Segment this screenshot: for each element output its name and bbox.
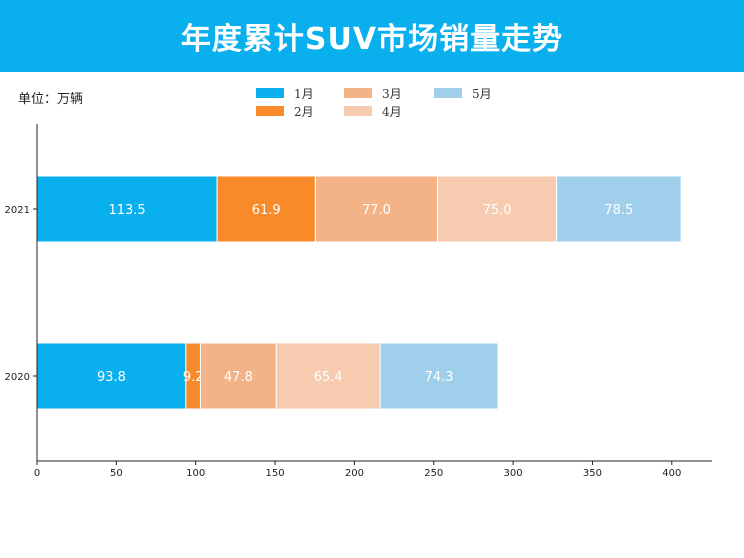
data-label: 75.0 (483, 203, 512, 218)
legend-item-4: 4月 (344, 104, 402, 119)
data-label: 77.0 (362, 203, 391, 218)
bar-2021-3月 (314, 175, 439, 243)
x-tick-label: 300 (504, 468, 523, 479)
x-tick-label: 100 (186, 468, 205, 479)
bar-2021-2月 (216, 175, 316, 243)
legend-swatch (434, 88, 462, 98)
legend-swatch (344, 106, 372, 116)
x-tick-label: 150 (266, 468, 285, 479)
data-label: 113.5 (108, 203, 145, 218)
y-tick-label: 2020 (5, 372, 30, 383)
x-tick-label: 200 (345, 468, 364, 479)
legend-item-1: 1月 (256, 86, 314, 101)
legend-label: 1月 (294, 86, 314, 101)
data-label: 9.2 (183, 370, 204, 385)
x-tick-label: 50 (110, 468, 123, 479)
data-label: 93.8 (97, 370, 126, 385)
legend-swatch (344, 88, 372, 98)
bar-2021-1月 (36, 175, 218, 243)
bar-2021-4月 (437, 175, 558, 243)
bar-2020-3月 (199, 342, 277, 410)
data-label: 61.9 (252, 203, 281, 218)
legend-label: 5月 (472, 86, 492, 101)
x-tick-label: 250 (424, 468, 443, 479)
legend-label: 2月 (294, 104, 314, 119)
legend-item-3: 3月 (344, 86, 402, 101)
legend-item-2: 2月 (256, 104, 314, 119)
chart-header: 年度累计SUV市场销量走势 (0, 0, 744, 72)
x-tick-label: 0 (34, 468, 40, 479)
bar-2021-5月 (556, 175, 682, 243)
legend-item-5: 5月 (434, 86, 492, 101)
bar-2020-5月 (379, 342, 499, 410)
x-tick-label: 400 (662, 468, 681, 479)
data-label: 65.4 (314, 370, 343, 385)
data-label: 47.8 (224, 370, 253, 385)
chart-title: 年度累计SUV市场销量走势 (180, 22, 564, 57)
legend-label: 4月 (382, 104, 402, 119)
bar-2020-1月 (36, 342, 187, 410)
x-tick-label: 350 (583, 468, 602, 479)
unit-label: 单位：万辆 (18, 92, 84, 107)
y-tick-label: 2021 (5, 205, 30, 216)
legend-label: 3月 (382, 86, 402, 101)
legend-swatch (256, 88, 284, 98)
data-label: 78.5 (604, 203, 633, 218)
data-label: 74.3 (425, 370, 454, 385)
legend-swatch (256, 106, 284, 116)
